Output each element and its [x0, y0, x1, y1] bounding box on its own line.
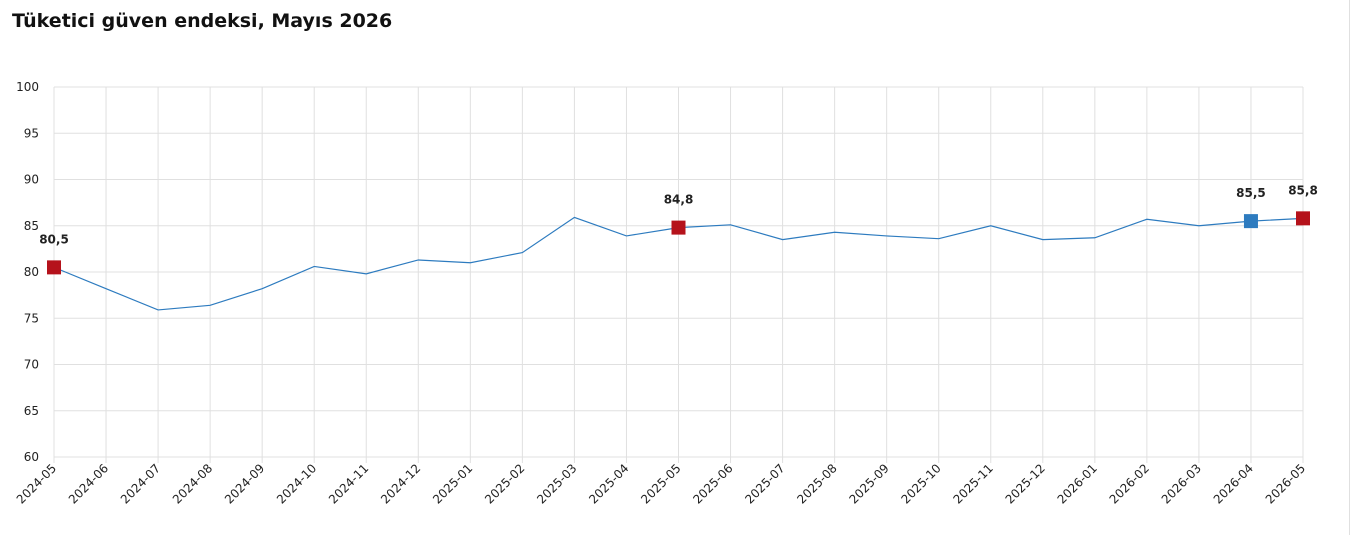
- x-tick-label: 2026-04: [1211, 461, 1256, 506]
- y-tick-label: 85: [24, 219, 39, 233]
- y-tick-label: 95: [24, 126, 39, 140]
- y-tick-label: 100: [16, 80, 39, 94]
- x-tick-label: 2024-05: [14, 461, 59, 506]
- x-tick-label: 2026-02: [1107, 461, 1152, 506]
- y-tick-label: 60: [24, 450, 39, 464]
- page-edge: [1349, 0, 1350, 535]
- x-tick-label: 2026-03: [1159, 461, 1204, 506]
- x-tick-label: 2024-09: [222, 461, 267, 506]
- y-tick-label: 90: [24, 173, 39, 187]
- x-tick-label: 2026-01: [1055, 461, 1100, 506]
- x-tick-label: 2024-10: [274, 461, 319, 506]
- x-tick-label: 2025-10: [898, 461, 943, 506]
- data-label: 85,5: [1236, 186, 1266, 200]
- y-tick-label: 80: [24, 265, 39, 279]
- x-tick-label: 2025-12: [1003, 461, 1048, 506]
- x-tick-label: 2025-09: [846, 461, 891, 506]
- data-label: 85,8: [1288, 183, 1318, 197]
- x-tick-label: 2025-04: [586, 461, 631, 506]
- x-tick-label: 2025-08: [794, 461, 839, 506]
- x-tick-label: 2026-05: [1263, 461, 1308, 506]
- x-tick-label: 2025-03: [534, 461, 579, 506]
- marker: [47, 260, 61, 275]
- marker: [671, 220, 686, 235]
- x-tick-label: 2025-05: [638, 461, 683, 506]
- marker: [1296, 211, 1310, 226]
- x-tick-label: 2024-11: [326, 461, 371, 506]
- y-tick-label: 70: [24, 358, 39, 372]
- y-tick-label: 65: [24, 404, 39, 418]
- y-tick-label: 75: [24, 311, 39, 325]
- marker: [1243, 214, 1258, 229]
- x-tick-label: 2025-01: [430, 461, 475, 506]
- x-tick-label: 2024-08: [170, 461, 215, 506]
- data-label: 80,5: [39, 232, 69, 246]
- x-tick-label: 2025-07: [742, 461, 787, 506]
- x-tick-label: 2025-11: [951, 461, 996, 506]
- x-tick-label: 2024-06: [66, 461, 111, 506]
- chart-title: Tüketici güven endeksi, Mayıs 2026: [12, 10, 392, 32]
- data-label: 84,8: [664, 193, 694, 207]
- x-tick-label: 2025-06: [690, 461, 735, 506]
- x-tick-label: 2024-12: [378, 461, 423, 506]
- x-tick-label: 2024-07: [118, 461, 163, 506]
- x-tick-label: 2025-02: [482, 461, 527, 506]
